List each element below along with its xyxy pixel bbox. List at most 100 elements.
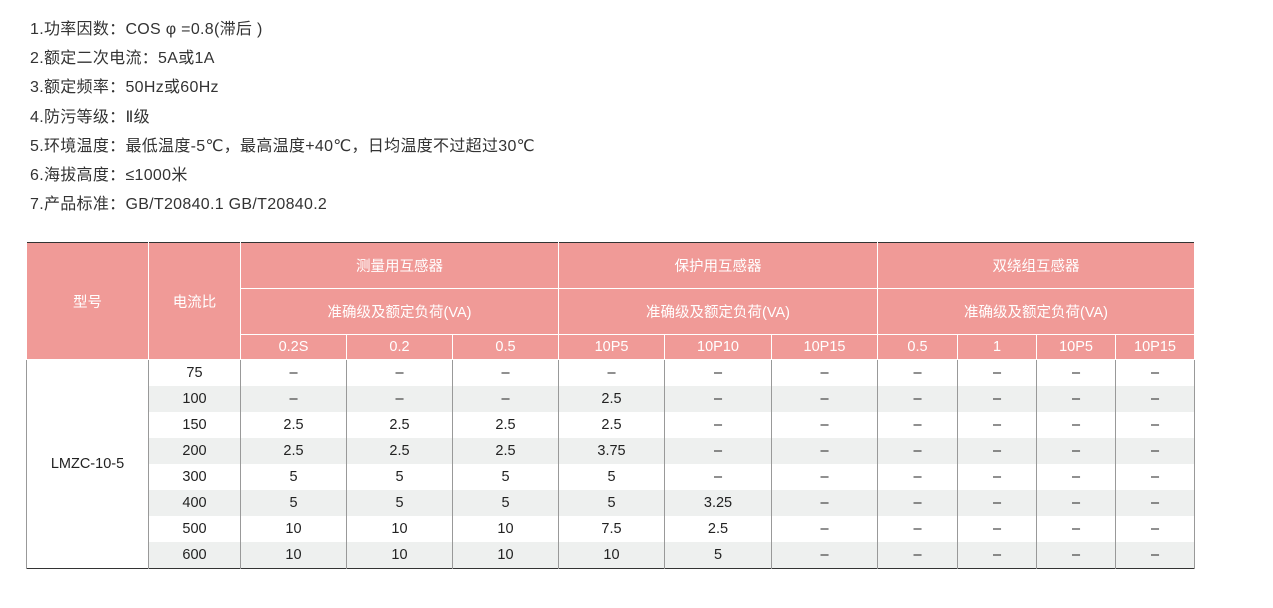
spec-list: 1.功率因数：COS φ =0.8(滞后 ) 2.额定二次电流：5A或1A 3.… xyxy=(30,18,535,222)
value-cell: – xyxy=(1115,542,1195,569)
value-cell: – xyxy=(1115,516,1195,542)
value-cell: 2.5 xyxy=(558,412,665,438)
column-header: 10P5 xyxy=(1036,334,1116,360)
value-cell: – xyxy=(558,359,665,386)
value-cell: 10 xyxy=(452,516,559,542)
value-cell: – xyxy=(1036,412,1116,438)
value-cell: – xyxy=(664,412,772,438)
value-cell: – xyxy=(877,359,958,386)
value-cell: – xyxy=(957,438,1037,464)
value-cell: – xyxy=(346,359,453,386)
value-cell: – xyxy=(877,438,958,464)
ratio-cell: 100 xyxy=(148,386,241,412)
value-cell: – xyxy=(957,412,1037,438)
value-cell: 5 xyxy=(664,542,772,569)
table-row: 600 10 10 10 10 5– – – – – xyxy=(27,542,1195,569)
value-cell: 10 xyxy=(346,516,453,542)
value-cell: – xyxy=(664,359,772,386)
value-cell: – xyxy=(1036,490,1116,516)
group-title: 保护用互感器 xyxy=(558,242,878,289)
spec-item: 1.功率因数：COS φ =0.8(滞后 ) xyxy=(30,21,263,38)
spec-item: 3.额定频率：50Hz或60Hz xyxy=(30,79,219,97)
value-cell: – xyxy=(1115,464,1195,490)
value-cell: – xyxy=(771,359,878,386)
value-cell: 5 xyxy=(240,490,347,516)
value-cell: – xyxy=(877,516,958,542)
value-cell: – xyxy=(1115,359,1195,386)
value-cell: – xyxy=(1115,438,1195,464)
value-cell: 2.5 xyxy=(452,412,559,438)
spec-item: 4.防污等级：Ⅱ级 xyxy=(30,108,150,126)
table-row: LMZC-10-5 75– – – – – – – – – – xyxy=(26,359,1195,569)
group-subtitle: 准确级及额定负荷(VA) xyxy=(240,288,559,335)
group-subtitle: 准确级及额定负荷(VA) xyxy=(877,288,1195,335)
ratio-cell: 200 xyxy=(148,438,241,464)
value-cell: 3.25 xyxy=(664,490,772,516)
value-cell: – xyxy=(957,490,1037,516)
table-row: 100– – –2.5– – – – – – xyxy=(27,386,1195,412)
value-cell: – xyxy=(771,490,878,516)
spec-table: 型号 电流比 测量用互感器 保护用互感器 双绕组互感器 准确级及额定负荷(VA) 准确级及额… xyxy=(26,242,1195,569)
value-cell: – xyxy=(1036,542,1116,569)
spec-item: 7.产品标准：GB/T20840.1 GB/T20840.2 xyxy=(30,196,328,214)
value-cell: – xyxy=(664,386,772,412)
value-cell: – xyxy=(957,542,1037,569)
value-cell: – xyxy=(771,542,878,569)
column-header: 10P10 xyxy=(664,334,772,360)
value-cell: – xyxy=(957,516,1037,542)
spec-item: 6.海拔高度：≤1000米 xyxy=(30,166,188,184)
ratio-cell: 75 xyxy=(148,359,241,386)
column-header: 10P15 xyxy=(1115,334,1195,360)
value-cell: 10 xyxy=(240,516,347,542)
column-header: 0.2S xyxy=(240,334,347,360)
value-cell: – xyxy=(240,359,347,386)
value-cell: 2.5 xyxy=(240,412,347,438)
value-cell: – xyxy=(877,464,958,490)
value-cell: – xyxy=(1036,464,1116,490)
value-cell: 2.5 xyxy=(558,386,665,412)
model-header: 型号 xyxy=(26,242,149,360)
value-cell: 5 xyxy=(452,464,559,490)
value-cell: 2.5 xyxy=(346,412,453,438)
value-cell: – xyxy=(877,542,958,569)
value-cell: – xyxy=(1036,438,1116,464)
table-row: 300 5 5 5 5– – – – – – xyxy=(27,464,1195,490)
value-cell: – xyxy=(452,386,559,412)
value-cell: – xyxy=(1036,359,1116,386)
value-cell: – xyxy=(1036,516,1116,542)
value-cell: 10 xyxy=(452,542,559,569)
value-cell: 5 xyxy=(558,464,665,490)
spec-item: 2.额定二次电流：5A或1A xyxy=(30,50,215,68)
value-cell: 5 xyxy=(452,490,559,516)
value-cell: – xyxy=(957,359,1037,386)
value-cell: – xyxy=(452,359,559,386)
column-header: 0.5 xyxy=(877,334,958,360)
ratio-header: 电流比 xyxy=(148,242,241,360)
value-cell: – xyxy=(771,516,878,542)
value-cell: 2.5 xyxy=(346,438,453,464)
value-cell: – xyxy=(346,386,453,412)
group-subtitle: 准确级及额定负荷(VA) xyxy=(558,288,878,335)
spec-item: 5.环境温度：最低温度-5℃，最高温度+40℃，日均温度不过超过30℃ xyxy=(30,137,535,155)
column-header: 10P5 xyxy=(558,334,665,360)
value-cell: – xyxy=(957,464,1037,490)
value-cell: 5 xyxy=(346,490,453,516)
value-cell: – xyxy=(771,412,878,438)
ratio-cell: 600 xyxy=(148,542,241,569)
model-cell: LMZC-10-5 xyxy=(26,359,149,569)
column-header: 0.2 xyxy=(346,334,453,360)
value-cell: 10 xyxy=(558,542,665,569)
group-title: 双绕组互感器 xyxy=(877,242,1195,289)
group-title: 测量用互感器 xyxy=(240,242,559,289)
value-cell: 10 xyxy=(240,542,347,569)
value-cell: – xyxy=(1115,490,1195,516)
table-row: 500 10 10 10 7.5 2.5– – – – – xyxy=(27,516,1195,542)
value-cell: – xyxy=(240,386,347,412)
value-cell: 10 xyxy=(346,542,453,569)
value-cell: – xyxy=(771,464,878,490)
ratio-cell: 400 xyxy=(148,490,241,516)
value-cell: 5 xyxy=(240,464,347,490)
value-cell: 2.5 xyxy=(664,516,772,542)
value-cell: 5 xyxy=(558,490,665,516)
ratio-cell: 300 xyxy=(148,464,241,490)
